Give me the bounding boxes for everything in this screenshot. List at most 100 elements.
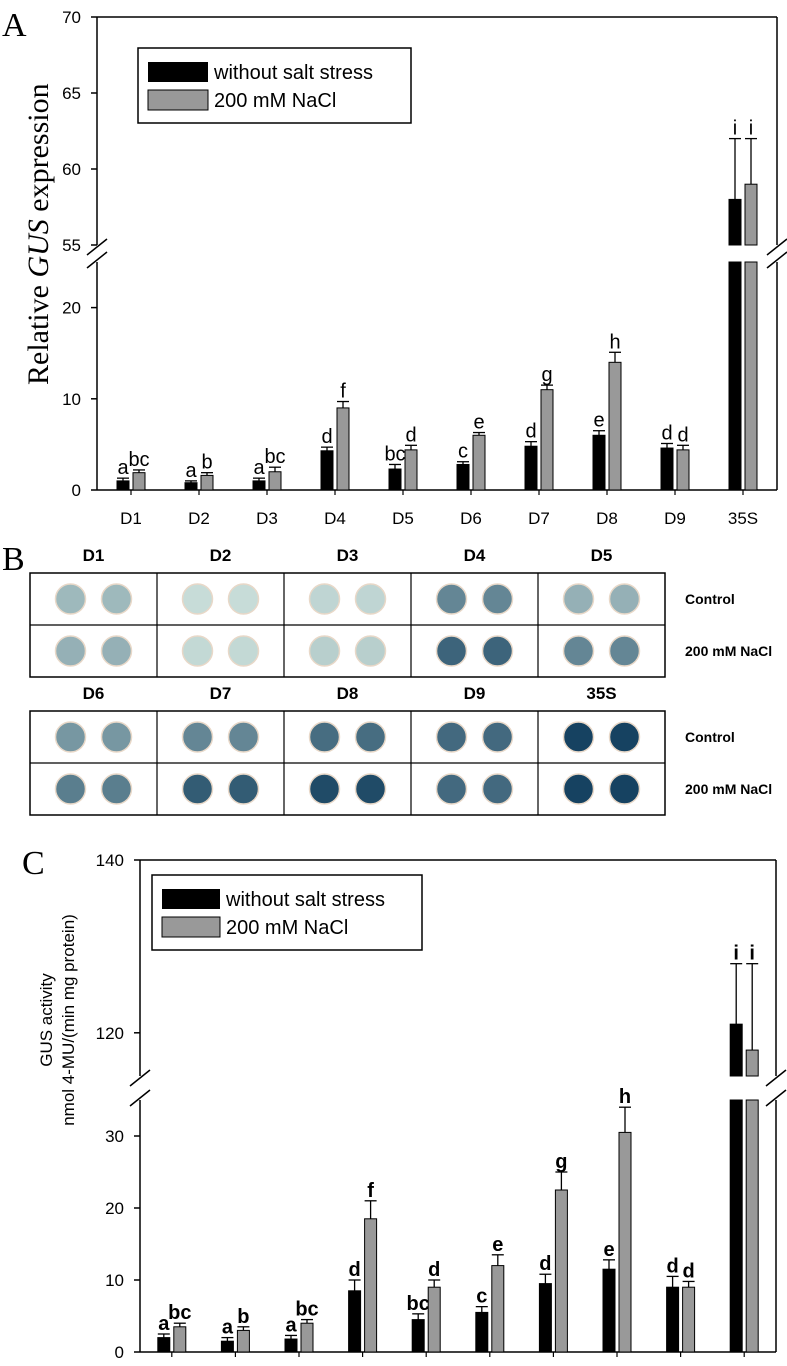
panel-a-bar-control-d3 <box>252 480 266 491</box>
panel-a-bar-salt-d4 <box>336 407 350 491</box>
panel-c-bar-salt-d5 <box>427 1286 441 1353</box>
panel-b-stain-spot-d7-salt <box>181 773 214 805</box>
panel-c-bar-salt-d3 <box>300 1322 314 1353</box>
panel-c-legend-control-label: without salt stress <box>225 889 385 911</box>
panel-b-stain-spot-d2-salt <box>227 635 260 667</box>
panel-a-xtick-label-d5: D5 <box>392 509 414 528</box>
panel-a-bar-salt-d9 <box>676 449 690 491</box>
panel-c-sig-letter-control-d9: d <box>666 1255 678 1277</box>
panel-c-sig-letter-control-d2: a <box>222 1317 234 1339</box>
panel-a-bar-control-d8 <box>592 434 606 491</box>
panel-a-bar-control-d5 <box>388 468 402 491</box>
panel-c-break-mark <box>765 1089 787 1107</box>
panel-c-ytick-label: 0 <box>115 1343 124 1361</box>
panel-c-bar-control-d8 <box>602 1268 616 1353</box>
panel-a-ytick-label: 20 <box>62 299 81 318</box>
panel-c-break-mark <box>765 1069 787 1087</box>
panel-c-ytick-label: 30 <box>105 1127 124 1146</box>
panel-c-legend-salt-label: 200 mM NaCl <box>226 917 348 939</box>
panel-a-sig-letter-salt-d1: bc <box>128 449 149 471</box>
panel-a-bar-control-d2 <box>184 482 198 491</box>
panel-c-bar-control-35s <box>729 1099 743 1353</box>
panel-c-sig-letter-salt-d9: d <box>682 1260 694 1282</box>
panel-c-sig-letter-control-d7: d <box>539 1253 551 1275</box>
panel-c-legend-swatch-salt <box>161 916 221 938</box>
panel-a-xtick-label-d1: D1 <box>120 509 142 528</box>
panel-a-xtick-label-d9: D9 <box>664 509 686 528</box>
panel-b-stain-spot-d5-salt <box>562 635 595 667</box>
panel-c-ylabel-line1: GUS activity <box>37 973 56 1067</box>
panel-a-bar-salt-d6 <box>472 434 486 491</box>
panel-b-stain-spot-d2-control <box>181 583 214 615</box>
panel-c-break-mark <box>129 1089 151 1107</box>
panel-a-sig-letter-control-35s: i <box>733 118 737 140</box>
panel-b-stain-spot-d7-salt <box>227 773 260 805</box>
panel-a-bar-control-d1 <box>116 480 130 491</box>
panel-c-sig-letter-control-d4: d <box>348 1259 360 1281</box>
panel-c-ytick-label: 10 <box>105 1271 124 1290</box>
panel-c-bar-salt-d8 <box>618 1131 632 1353</box>
panel-b-stain-spot-35s-control <box>562 721 595 753</box>
panel-b-stain-spot-d9-control <box>435 721 468 753</box>
panel-a-ytick-label: 70 <box>62 8 81 27</box>
panel-c-sig-letter-control-d1: a <box>158 1313 170 1335</box>
panel-c-bar-salt-35s-upper <box>745 1049 759 1077</box>
panel-a-ylabel-italic: GUS <box>22 219 55 277</box>
panel-b-col-label-d8: D8 <box>337 684 359 703</box>
panel-b-stain-spot-d2-salt <box>181 635 214 667</box>
panel-a-letter: A <box>2 7 27 44</box>
panel-c-bar-control-d9 <box>666 1286 680 1353</box>
panel-c-ytick-label: 20 <box>105 1199 124 1218</box>
panel-b-stain-spot-d9-salt <box>435 773 468 805</box>
panel-a-break-mark <box>86 251 108 269</box>
panel-a-xtick-label-d6: D6 <box>460 509 482 528</box>
panel-a-bar-control-d9 <box>660 447 674 491</box>
panel-b-stain-spot-35s-salt <box>608 773 641 805</box>
panel-b-col-label-d3: D3 <box>337 546 359 565</box>
panel-a-bar-salt-d1 <box>132 472 146 491</box>
panel-c-bar-control-d1 <box>157 1337 171 1353</box>
panel-b-stain-spot-d4-salt <box>435 635 468 667</box>
panel-a-ytick-label: 0 <box>72 481 81 500</box>
panel-c-bar-salt-d9 <box>682 1286 696 1353</box>
panel-c-bar-control-d5 <box>411 1319 425 1353</box>
panel-a-bar-salt-d7 <box>540 389 554 491</box>
panel-b-stain-spot-d3-salt <box>354 635 387 667</box>
panel-a-sig-letter-salt-d8: h <box>609 331 620 353</box>
panel-a-sig-letter-salt-d3: bc <box>264 446 285 468</box>
panel-b-stain-spot-d1-control <box>100 583 133 615</box>
panel-a-bar-salt-d2 <box>200 474 214 491</box>
panel-a-xtick-label-d4: D4 <box>324 509 346 528</box>
panel-a-xtick-label-d2: D2 <box>188 509 210 528</box>
panel-c-ytick-label: 120 <box>96 1024 124 1043</box>
panel-a-xtick-label-d3: D3 <box>256 509 278 528</box>
panel-b-col-label-d2: D2 <box>210 546 232 565</box>
panel-a-legend: without salt stress 200 mM NaCl <box>137 47 412 124</box>
panel-b-col-label-35s: 35S <box>586 684 616 703</box>
panel-a-break-mark <box>766 251 787 269</box>
panel-c-sig-letter-control-d5: bc <box>407 1293 430 1315</box>
panel-a-bar-salt-35s-upper <box>744 183 758 246</box>
panel-c-sig-letter-control-35s: i <box>733 943 739 965</box>
panel-b-stain-spot-d8-salt <box>354 773 387 805</box>
panel-c-sig-letter-salt-d1: bc <box>168 1302 191 1324</box>
panel-a-bar-salt-35s <box>744 261 758 491</box>
panel-a-legend-swatch-control <box>148 62 208 82</box>
panel-b-stain-spot-d4-control <box>435 583 468 615</box>
panel-a-bar-control-d7 <box>524 445 538 491</box>
panel-a-sig-letter-control-d6: c <box>458 441 468 463</box>
panel-b-stain-spot-d6-control <box>100 721 133 753</box>
panel-a-sig-letter-control-d3: a <box>253 457 265 479</box>
panel-b-col-label-d9: D9 <box>464 684 486 703</box>
panel-c-legend: without salt stress 200 mM NaCl <box>151 874 423 951</box>
panel-a-legend-control-label: without salt stress <box>213 62 373 84</box>
panel-a-break-mark <box>766 238 787 256</box>
panel-b-col-label-d4: D4 <box>464 546 486 565</box>
panel-a-bar-salt-d8 <box>608 361 622 491</box>
panel-a-bar-control-d6 <box>456 463 470 491</box>
panel-c-bar-control-d4 <box>348 1290 362 1353</box>
panel-c-sig-letter-control-d8: e <box>603 1239 614 1261</box>
panel-b-stain-spot-d8-control <box>308 721 341 753</box>
panel-a-xtick-label-35s: 35S <box>728 509 758 528</box>
